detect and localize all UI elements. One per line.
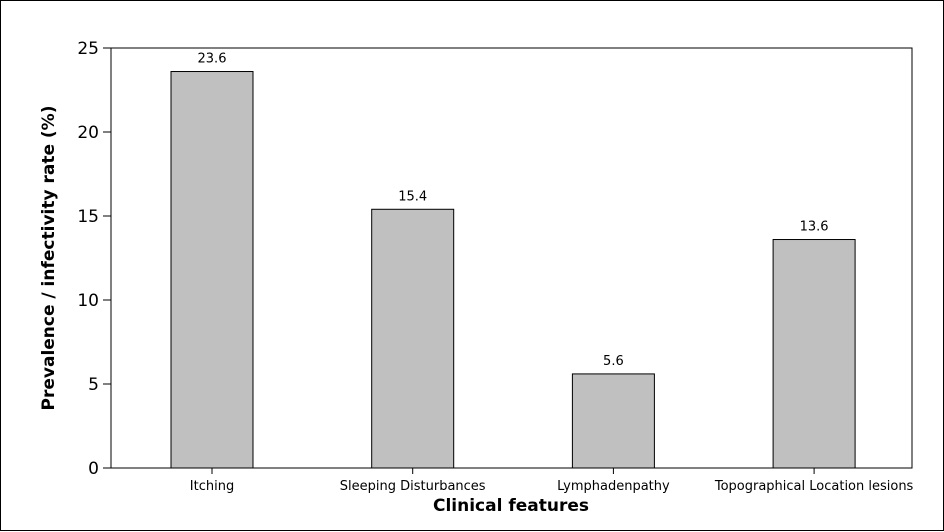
bar [371, 208, 455, 469]
y-tick-label: 5 [88, 375, 99, 395]
y-tick-label: 15 [77, 207, 99, 227]
x-tick-label: Itching [190, 479, 234, 494]
data-label: 15.4 [398, 189, 427, 204]
y-tick-label: 0 [88, 459, 99, 479]
x-axis-title: Clinical features [433, 496, 589, 516]
bars: 23.6 15.4 5.6 13.6 [170, 52, 856, 469]
x-tick-label: Sleeping Disturbances [340, 479, 486, 494]
data-label: 13.6 [800, 220, 829, 235]
y-axis: 0 5 10 15 20 25 [77, 39, 111, 479]
bar [571, 373, 655, 469]
x-tick-label: Topographical Location lesions [714, 479, 914, 494]
y-tick-label: 10 [77, 291, 99, 311]
y-tick-label: 25 [77, 39, 99, 59]
y-axis-title: Prevalence / infectivity rate (%) [39, 106, 59, 411]
bar [170, 71, 254, 469]
y-tick-label: 20 [77, 123, 99, 143]
x-tick-label: Lymphadenpathy [557, 479, 670, 494]
data-label: 23.6 [198, 52, 227, 67]
data-label: 5.6 [603, 354, 624, 369]
x-axis: Itching Sleeping Disturbances Lymphadenpat… [190, 468, 914, 494]
bar [772, 239, 856, 469]
